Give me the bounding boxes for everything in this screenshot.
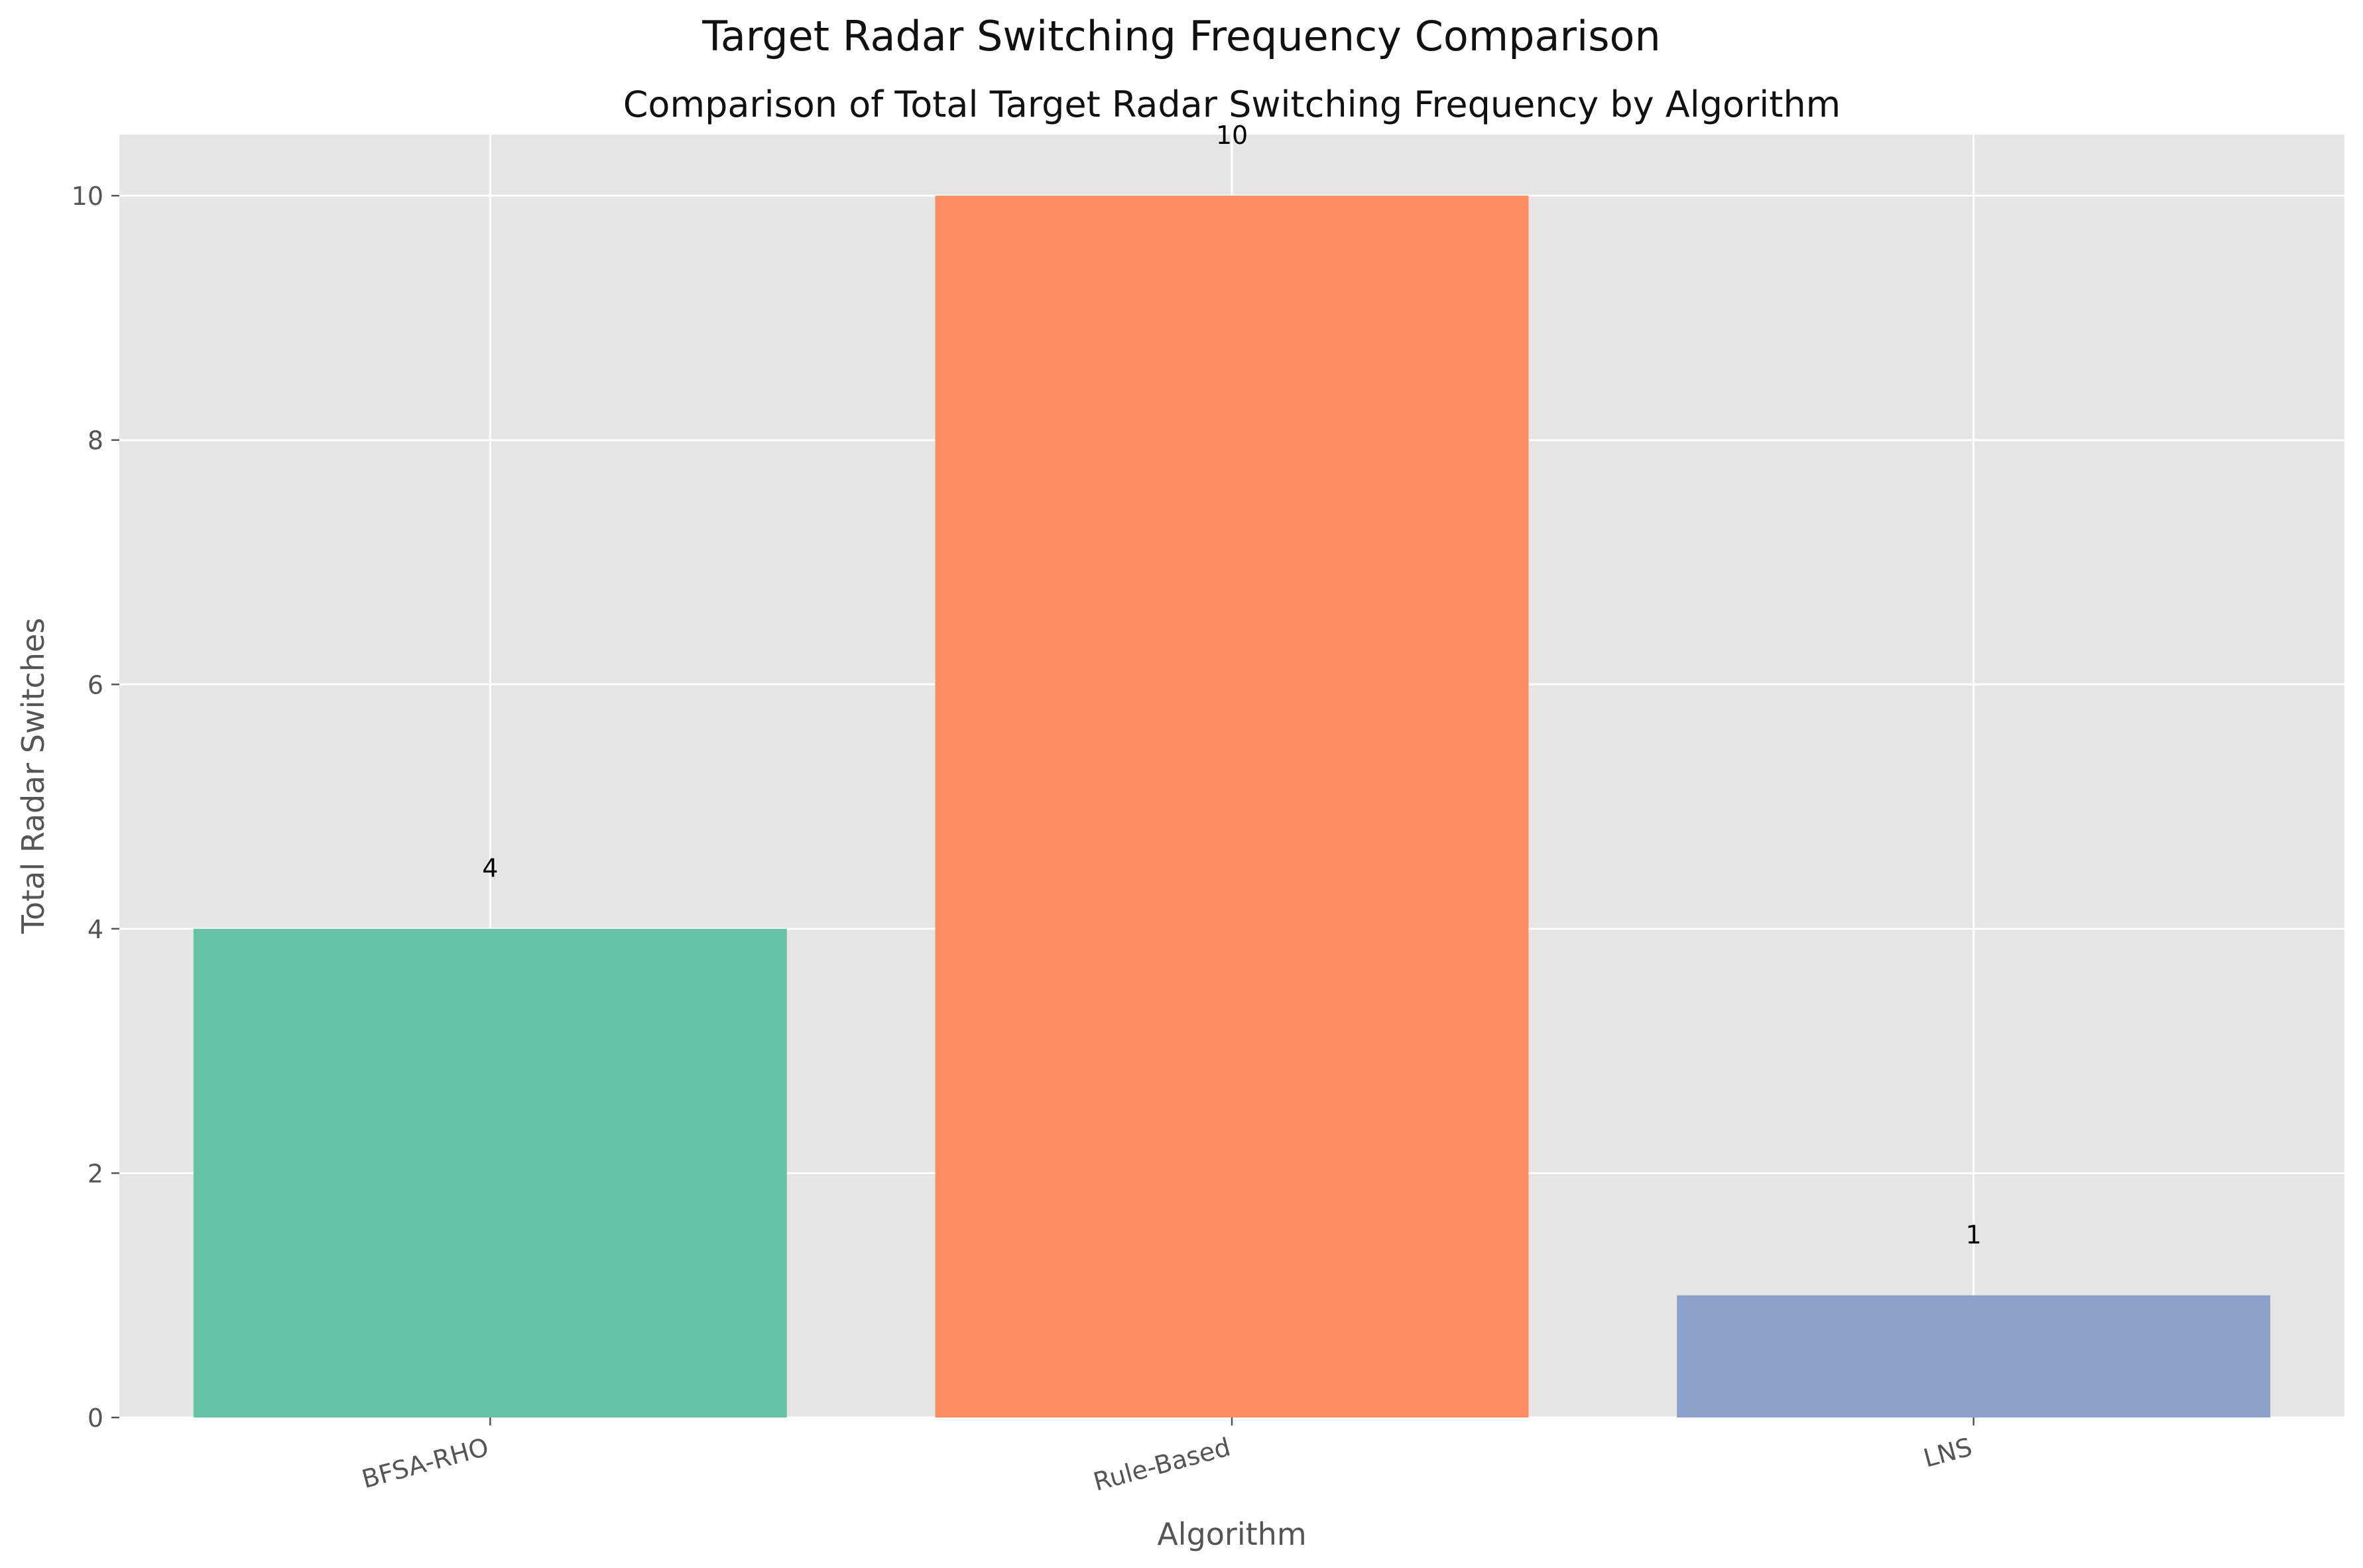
y-tick-label: 2 xyxy=(88,1159,103,1188)
bar xyxy=(1677,1295,2271,1417)
y-tick-label: 0 xyxy=(88,1404,103,1433)
x-tick-label: Rule-Based xyxy=(1090,1432,1233,1496)
chart-suptitle: Target Radar Switching Frequency Compari… xyxy=(701,12,1661,60)
bar xyxy=(935,196,1529,1418)
x-tick-label: LNS xyxy=(1920,1432,1975,1473)
data-labels: 4 10 1 xyxy=(482,121,1982,1250)
y-tick-label: 4 xyxy=(88,915,103,944)
bar-value-label: 4 xyxy=(482,854,498,883)
bars xyxy=(193,196,2271,1418)
y-axis: 0 2 4 6 8 10 xyxy=(72,182,119,1433)
x-tick-label: BFSA-RHO xyxy=(359,1432,492,1494)
x-axis-label: Algorithm xyxy=(1157,1516,1306,1552)
y-tick-label: 6 xyxy=(88,670,103,699)
y-tick-label: 10 xyxy=(72,182,103,211)
bar-value-label: 1 xyxy=(1966,1221,1982,1250)
chart-title: Comparison of Total Target Radar Switchi… xyxy=(623,84,1841,125)
bar xyxy=(193,928,787,1417)
x-axis: BFSA-RHO Rule-Based LNS xyxy=(359,1417,1975,1496)
y-axis-label: Total Radar Switches xyxy=(15,618,51,934)
bar-value-label: 10 xyxy=(1216,121,1248,150)
y-tick-label: 8 xyxy=(88,426,103,455)
